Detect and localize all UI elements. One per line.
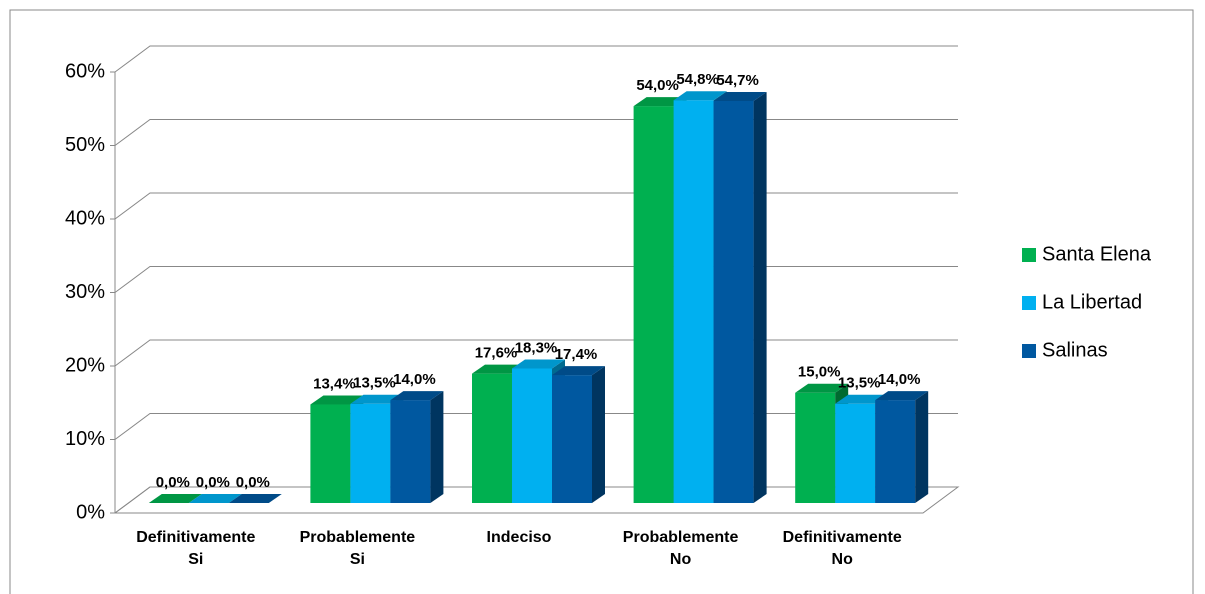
- bar-front: [390, 400, 431, 503]
- bar-top: [512, 359, 565, 369]
- grid-line: [114, 266, 958, 293]
- bar-top: [713, 91, 767, 101]
- data-label: 0,0%: [156, 474, 190, 491]
- data-label: 54,7%: [716, 72, 759, 89]
- data-label: 54,0%: [636, 77, 679, 94]
- legend-swatch: [1022, 248, 1036, 262]
- data-label: 13,5%: [838, 375, 881, 392]
- bar: [552, 366, 605, 503]
- bar-front: [552, 375, 592, 503]
- bar-top: [875, 391, 929, 401]
- bar-top: [472, 364, 525, 374]
- x-tick-label: Probablemente Si: [299, 529, 416, 568]
- bar-front: [633, 106, 674, 503]
- bar: [713, 91, 767, 503]
- data-label: 0,0%: [196, 474, 230, 491]
- x-tick-label: Definitivamente No: [782, 529, 902, 568]
- bar: [188, 494, 242, 503]
- bar-side: [753, 91, 767, 503]
- bar-front: [673, 100, 714, 503]
- legend-label: Santa Elena: [1042, 243, 1152, 265]
- y-tick-label: 60%: [65, 60, 105, 82]
- bar-side: [592, 366, 605, 503]
- bar: [875, 391, 929, 503]
- bar-front: [472, 373, 512, 503]
- bar-front: [512, 368, 552, 503]
- data-label: 0,0%: [236, 474, 270, 491]
- y-tick-label: 10%: [65, 428, 105, 450]
- legend-label: Salinas: [1042, 339, 1108, 361]
- y-tick-label: 0%: [76, 501, 105, 523]
- x-tick-label: Definitivamente Si: [136, 529, 256, 568]
- chart-border: [9, 9, 1194, 594]
- x-tick-label: Probablemente No: [622, 529, 739, 568]
- bar-front: [350, 403, 391, 503]
- legend-swatch: [1022, 344, 1036, 358]
- grid-line: [114, 192, 958, 220]
- data-label: 14,0%: [393, 371, 436, 388]
- data-label: 17,4%: [555, 346, 598, 363]
- bar-top: [390, 391, 444, 401]
- bar: [228, 494, 282, 503]
- bar-top: [148, 494, 202, 503]
- data-label: 13,5%: [353, 375, 396, 392]
- bar-top: [633, 97, 687, 107]
- grid-line: [114, 119, 958, 146]
- grid-line: [114, 45, 958, 73]
- bar: [390, 391, 444, 503]
- data-label: 17,6%: [475, 345, 518, 362]
- x-tick-label: Indeciso: [486, 529, 552, 546]
- bar-front: [875, 400, 916, 503]
- bar-top: [552, 366, 605, 376]
- data-label: 18,3%: [515, 339, 558, 356]
- bar-top: [673, 91, 727, 101]
- bar-front: [310, 404, 351, 503]
- bar-front: [835, 403, 876, 503]
- bar-top: [795, 383, 849, 393]
- data-label: 54,8%: [676, 71, 719, 88]
- bar-top: [310, 395, 364, 405]
- bar-side: [430, 391, 444, 503]
- legend-label: La Libertad: [1042, 291, 1142, 313]
- bar-front: [795, 392, 836, 503]
- bar-top: [228, 494, 282, 503]
- data-label: 13,4%: [313, 375, 356, 392]
- y-tick-label: 30%: [65, 281, 105, 303]
- data-label: 14,0%: [878, 371, 921, 388]
- bar-top: [350, 394, 404, 404]
- bar-top: [188, 494, 242, 503]
- y-tick-label: 40%: [65, 207, 105, 229]
- data-label: 15,0%: [798, 364, 841, 381]
- y-tick-label: 20%: [65, 354, 105, 376]
- legend-swatch: [1022, 296, 1036, 310]
- bar-top: [835, 394, 889, 404]
- bar-front: [713, 100, 754, 503]
- y-tick-label: 50%: [65, 134, 105, 156]
- bar-side: [915, 391, 929, 503]
- bar: [148, 494, 202, 503]
